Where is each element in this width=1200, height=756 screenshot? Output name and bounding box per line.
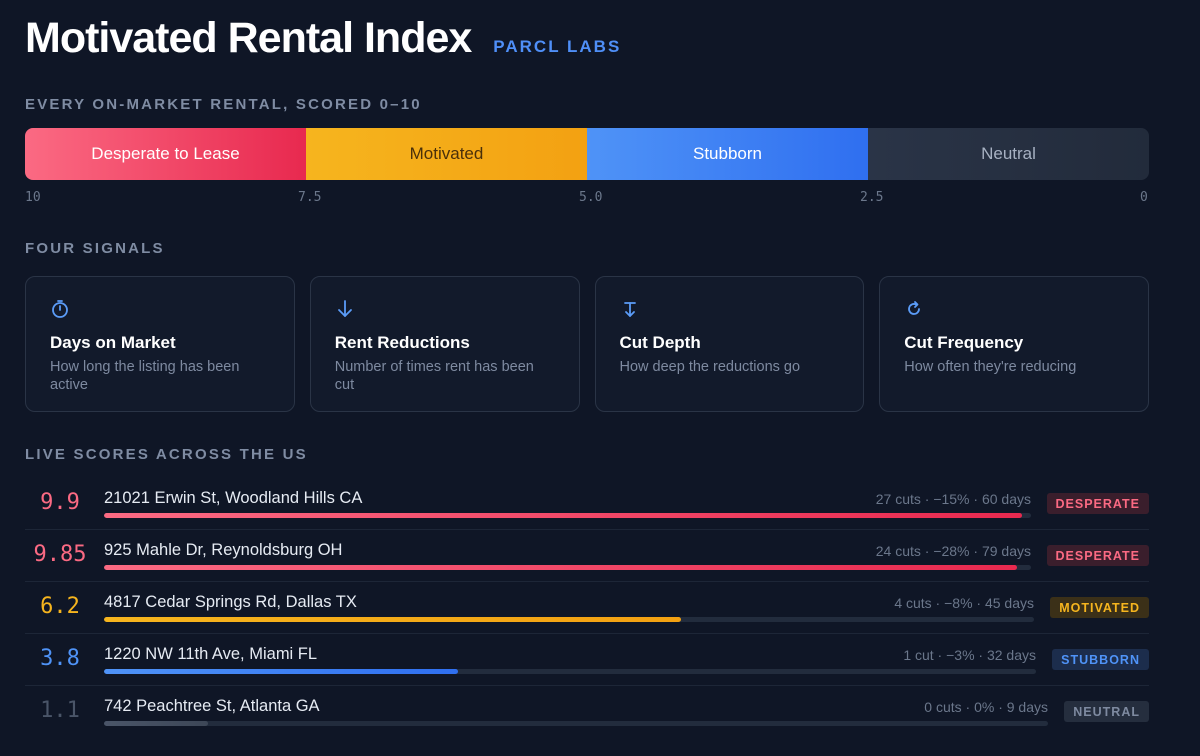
listing-meta: 1 cut · −3% · 32 days <box>903 647 1036 663</box>
brand-label: PARCL LABS <box>493 37 622 56</box>
score-row[interactable]: 9.85 925 Mahle Dr, Reynoldsburg OH 24 cu… <box>25 530 1149 582</box>
signal-card-days-on-market: Days on Market How long the listing has … <box>25 276 295 412</box>
score-bar-track <box>104 721 1048 726</box>
refresh-icon <box>904 299 924 319</box>
category-badge: DESPERATE <box>1046 545 1149 566</box>
signal-card-cut-frequency: Cut Frequency How often they're reducing <box>879 276 1149 412</box>
scale-segment-desperate: Desperate to Lease <box>25 128 306 180</box>
page-header: Motivated Rental Index PARCL LABS <box>25 14 621 63</box>
score-row[interactable]: 1.1 742 Peachtree St, Atlanta GA 0 cuts … <box>25 686 1149 738</box>
listing-address: 925 Mahle Dr, Reynoldsburg OH <box>104 541 343 559</box>
scale-segment-motivated: Motivated <box>306 128 587 180</box>
score-bar-fill <box>104 721 208 726</box>
listing-meta: 0 cuts · 0% · 9 days <box>924 699 1048 715</box>
scale-section-label: EVERY ON-MARKET RENTAL, SCORED 0–10 <box>25 96 422 113</box>
scale-tick: 7.5 <box>298 190 322 205</box>
score-bar-track <box>104 669 1036 674</box>
arrow-down-icon <box>335 299 355 319</box>
score-bar-fill <box>104 565 1018 570</box>
score-bar-track <box>104 565 1031 570</box>
category-badge: NEUTRAL <box>1064 701 1149 722</box>
signal-card-description: Number of times rent has been cut <box>334 359 534 393</box>
scale-segment-neutral: Neutral <box>868 128 1149 180</box>
listing-address: 742 Peachtree St, Atlanta GA <box>104 697 320 715</box>
scale-tick: 2.5 <box>860 190 884 205</box>
listing-address: 4817 Cedar Springs Rd, Dallas TX <box>104 593 357 611</box>
score-row[interactable]: 9.9 21021 Erwin St, Woodland Hills CA 27… <box>25 478 1149 530</box>
category-badge: DESPERATE <box>1046 493 1149 514</box>
category-badge: MOTIVATED <box>1050 597 1149 618</box>
score-bar-fill <box>104 617 681 622</box>
scale-segment-stubborn: Stubborn <box>587 128 868 180</box>
signal-card-description: How deep the reductions go <box>619 359 801 375</box>
score-bar-track <box>104 617 1034 622</box>
scale-tick: 0 <box>1140 190 1148 205</box>
signal-card-description: How often they're reducing <box>904 359 1077 375</box>
signal-card-title: Rent Reductions <box>334 333 470 352</box>
live-scores-section-label: LIVE SCORES ACROSS THE US <box>25 446 308 463</box>
signal-card-cut-depth: Cut Depth How deep the reductions go <box>594 276 865 412</box>
score-scale-bar: Desperate to Lease Motivated Stubborn Ne… <box>25 128 1149 180</box>
signal-card-title: Days on Market <box>50 333 176 352</box>
scale-tick: 5.0 <box>579 190 603 205</box>
score-row[interactable]: 6.2 4817 Cedar Springs Rd, Dallas TX 4 c… <box>25 582 1149 634</box>
live-scores-list: 9.9 21021 Erwin St, Woodland Hills CA 27… <box>25 478 1149 738</box>
category-badge: STUBBORN <box>1052 649 1149 670</box>
listing-address: 21021 Erwin St, Woodland Hills CA <box>104 489 363 507</box>
score-row[interactable]: 3.8 1220 NW 11th Ave, Miami FL 1 cut · −… <box>25 634 1149 686</box>
page-title: Motivated Rental Index <box>25 14 472 62</box>
score-value: 6.2 <box>40 594 80 619</box>
depth-arrow-icon <box>620 299 640 319</box>
signal-card-title: Cut Depth <box>619 333 701 352</box>
signals-section-label: FOUR SIGNALS <box>25 240 165 257</box>
listing-meta: 4 cuts · −8% · 45 days <box>894 595 1034 611</box>
listing-meta: 24 cuts · −28% · 79 days <box>875 543 1031 559</box>
score-bar-fill <box>104 513 1022 518</box>
score-value: 1.1 <box>40 698 80 723</box>
signal-card-title: Cut Frequency <box>904 333 1024 352</box>
stopwatch-icon <box>50 299 70 319</box>
score-value: 3.8 <box>40 646 80 671</box>
score-bar-track <box>104 513 1031 518</box>
score-value: 9.9 <box>40 490 80 515</box>
score-bar-fill <box>104 669 459 674</box>
scale-tick: 10 <box>25 190 41 205</box>
score-value: 9.85 <box>33 542 87 567</box>
signal-card-description: How long the listing has been active <box>50 359 240 393</box>
signal-cards: Days on Market How long the listing has … <box>25 276 1149 412</box>
listing-address: 1220 NW 11th Ave, Miami FL <box>104 645 318 663</box>
listing-meta: 27 cuts · −15% · 60 days <box>875 491 1031 507</box>
signal-card-rent-reductions: Rent Reductions Number of times rent has… <box>309 276 580 412</box>
